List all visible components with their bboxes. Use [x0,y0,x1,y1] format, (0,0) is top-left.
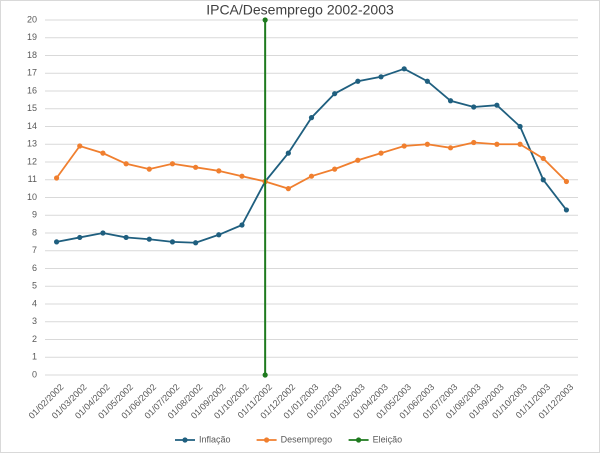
chart-title: IPCA/Desemprego 2002-2003 [206,2,394,18]
point [239,222,245,228]
point [123,234,129,241]
legend-marker [264,437,270,443]
y-tick-label: 5 [32,281,37,291]
point [100,150,106,156]
point [193,240,199,246]
point [308,115,315,121]
point [193,164,199,170]
point [378,150,384,156]
point [77,234,83,241]
y-tick-label: 0 [32,369,37,379]
point [517,141,523,147]
point [424,78,430,84]
point [77,143,83,149]
y-tick-label: 8 [32,227,37,237]
y-tick-label: 20 [27,14,37,24]
y-tick-label: 6 [32,263,37,273]
y-tick-label: 13 [27,139,37,149]
point [563,207,570,213]
point [517,123,523,130]
legend-marker [356,437,362,443]
y-tick-label: 15 [27,103,37,113]
point [146,166,152,172]
point [401,143,407,149]
point [424,141,430,147]
y-tick-label: 1 [32,352,37,362]
point [378,74,384,80]
y-tick-label: 19 [27,32,37,42]
point [447,98,454,104]
point [540,155,546,162]
point [100,230,106,236]
point [262,17,268,23]
point [53,175,60,181]
point [308,173,315,179]
point [216,168,222,174]
point [169,161,176,167]
point [401,66,407,72]
point [285,150,291,156]
legend-label: Inflação [199,434,231,444]
point [332,91,338,97]
legend-label: Eleição [373,434,403,444]
point [123,161,129,167]
legend-label: Desemprego [281,434,333,444]
y-tick-label: 3 [32,316,37,326]
y-tick-label: 17 [27,68,37,78]
y-tick-label: 10 [27,192,37,202]
point [540,177,546,183]
y-tick-label: 7 [32,245,37,255]
point [262,372,268,378]
point [471,139,477,146]
point [447,145,454,151]
y-tick-label: 11 [28,174,37,184]
point [169,239,176,245]
point [471,104,477,110]
point [494,141,500,147]
legend-marker [182,437,188,443]
point [239,173,245,179]
y-tick-label: 9 [32,210,37,220]
y-tick-label: 4 [32,298,37,308]
point [53,239,60,245]
y-tick-label: 14 [27,121,37,131]
point [146,236,152,242]
point [563,178,570,185]
point [285,186,291,192]
point [216,232,222,238]
point [355,157,361,163]
y-tick-label: 18 [27,50,37,60]
y-tick-label: 16 [27,85,37,95]
point [494,102,500,108]
y-tick-label: 12 [27,156,37,166]
point [332,166,338,172]
y-tick-label: 2 [32,334,37,344]
point [355,78,361,84]
